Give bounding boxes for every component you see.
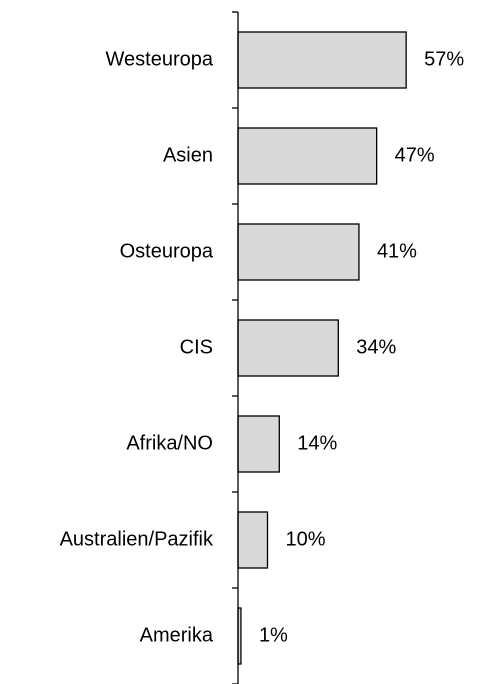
- category-label: Westeuropa: [106, 48, 214, 70]
- value-label: 47%: [395, 144, 435, 166]
- category-label: Asien: [163, 144, 213, 166]
- value-label: 57%: [424, 48, 464, 70]
- bar: [237, 223, 360, 281]
- value-label: 14%: [297, 432, 337, 454]
- bar: [237, 127, 378, 185]
- value-label: 41%: [377, 240, 417, 262]
- bar: [237, 31, 407, 89]
- value-label: 1%: [259, 624, 288, 646]
- category-label: Osteuropa: [120, 240, 214, 262]
- bar: [237, 511, 269, 569]
- category-label: Amerika: [140, 624, 214, 646]
- category-label: Australien/Pazifik: [60, 528, 214, 550]
- category-label: CIS: [180, 336, 213, 358]
- bar: [237, 319, 339, 377]
- bar: [237, 415, 280, 473]
- category-label: Afrika/NO: [126, 432, 213, 454]
- value-label: 10%: [286, 528, 326, 550]
- value-label: 34%: [356, 336, 396, 358]
